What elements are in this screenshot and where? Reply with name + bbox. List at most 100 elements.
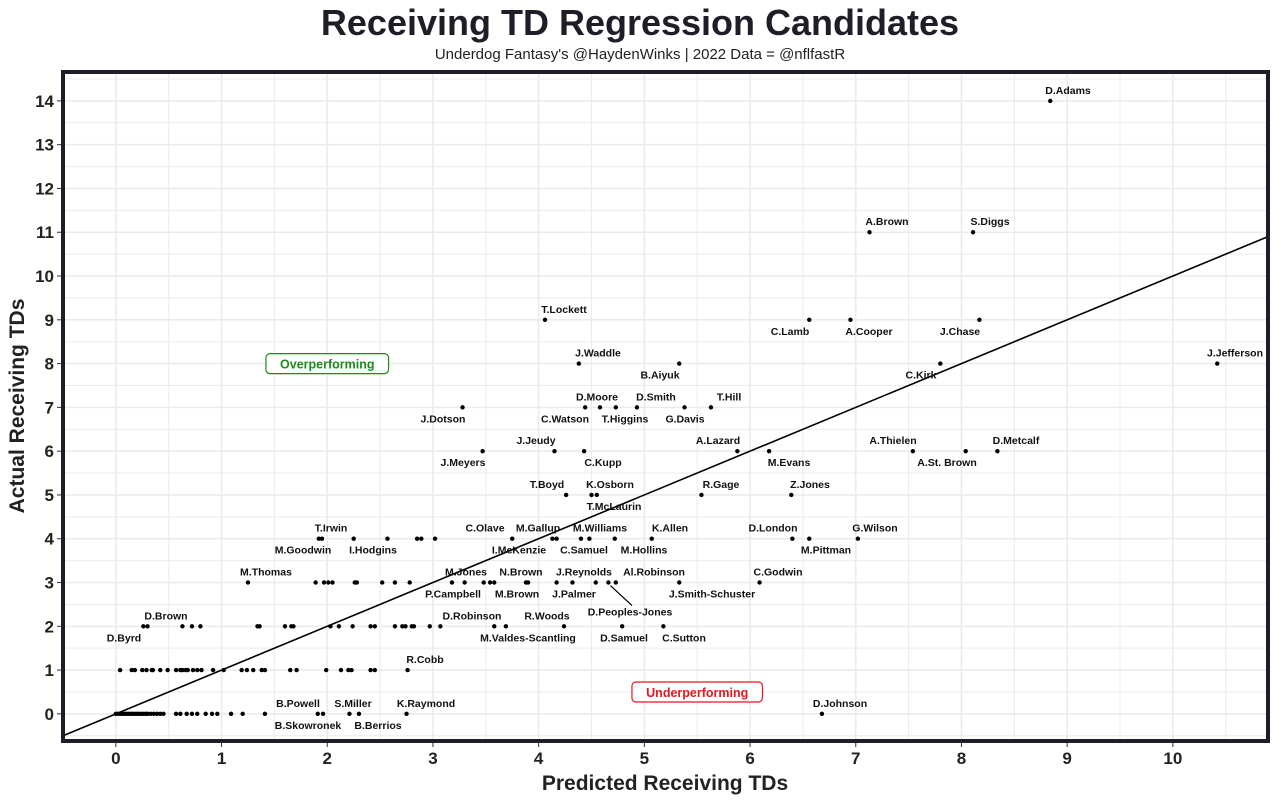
x-tick-label: 0: [111, 749, 120, 768]
data-point: [356, 711, 362, 717]
y-tick-label: 2: [45, 617, 54, 636]
data-point: [221, 667, 226, 673]
data-point: [613, 580, 619, 585]
data-point: [910, 448, 916, 454]
point-label: G.Davis: [665, 413, 704, 425]
data-point: [380, 580, 385, 585]
point-label: M.Valdes-Scantling: [480, 632, 576, 644]
point-label: T.Lockett: [541, 304, 587, 316]
point-label: T.McLaurin: [587, 501, 642, 513]
data-point: [593, 580, 598, 585]
data-point: [807, 317, 812, 323]
point-label: D.Robinson: [443, 610, 502, 622]
data-point: [392, 580, 398, 585]
data-point: [262, 667, 268, 673]
data-point: [372, 667, 378, 673]
point-label: D.Byrd: [107, 632, 141, 644]
data-point: [319, 536, 325, 541]
data-point: [570, 580, 575, 585]
data-point: [185, 667, 190, 673]
y-tick-label: 13: [35, 136, 54, 155]
data-point: [282, 624, 288, 629]
data-point: [244, 667, 250, 673]
data-point: [132, 667, 138, 673]
data-point: [323, 667, 329, 673]
data-point: [195, 711, 200, 717]
data-point: [173, 667, 179, 673]
data-point: [1048, 98, 1053, 104]
point-label: S.Diggs: [970, 216, 1009, 228]
point-label: J.Jeudy: [516, 435, 555, 447]
point-label: J.Smith-Schuster: [669, 589, 755, 601]
data-point: [165, 667, 170, 673]
point-label: J.Reynolds: [556, 567, 612, 579]
x-tick-label: 2: [323, 749, 332, 768]
x-tick-label: 3: [428, 749, 437, 768]
data-point: [510, 536, 515, 541]
data-point: [150, 667, 156, 673]
point-label: B.Aiyuk: [640, 370, 679, 382]
data-point: [487, 580, 493, 585]
point-label: D.Johnson: [813, 698, 867, 710]
data-point: [351, 536, 356, 541]
point-label: Al.Robinson: [623, 567, 685, 579]
annotation-box: [631, 681, 764, 703]
point-label: J.Jefferson: [1207, 348, 1263, 360]
data-point: [368, 624, 373, 629]
data-point: [228, 711, 234, 717]
data-point: [209, 711, 215, 717]
data-point: [708, 405, 714, 410]
data-point: [190, 667, 196, 673]
data-point: [699, 492, 704, 498]
y-tick-label: 8: [45, 355, 54, 374]
data-point: [210, 667, 216, 673]
data-point: [354, 580, 360, 585]
points-layer: [113, 98, 1220, 717]
point-label: M.Brown: [495, 589, 539, 601]
point-label: I.McKenzie: [492, 545, 546, 557]
point-label: M.Jones: [445, 567, 487, 579]
data-point: [606, 580, 611, 585]
point-label: R.Cobb: [406, 654, 443, 666]
point-label: D.Moore: [576, 391, 618, 403]
data-point: [189, 624, 195, 629]
data-point: [407, 580, 412, 585]
point-label: K.Osborn: [586, 479, 634, 491]
point-label: M.Williams: [573, 523, 627, 535]
data-point: [405, 667, 410, 673]
y-tick-label: 14: [35, 92, 54, 111]
x-tick-label: 9: [1062, 749, 1071, 768]
data-point: [215, 711, 220, 717]
data-point: [158, 711, 163, 717]
point-label: D.London: [749, 523, 798, 535]
point-label: I.Hodgins: [349, 545, 397, 557]
point-label: D.Smith: [636, 391, 676, 403]
data-point: [582, 405, 588, 410]
point-label: C.Kirk: [906, 370, 937, 382]
data-point: [766, 448, 772, 454]
reference-line: [63, 235, 1268, 737]
data-point: [995, 448, 1000, 454]
point-label: D.Samuel: [600, 632, 648, 644]
data-point: [338, 667, 344, 673]
data-point: [481, 580, 486, 585]
data-point: [180, 624, 185, 629]
point-label: A.Cooper: [845, 326, 892, 338]
y-tick-label: 9: [45, 311, 54, 330]
data-point: [411, 624, 417, 629]
data-point: [251, 667, 256, 673]
data-point: [145, 711, 150, 717]
annotation-label: Overperforming: [280, 358, 374, 372]
x-tick-label: 7: [851, 749, 860, 768]
data-point: [677, 580, 682, 585]
data-point: [682, 405, 687, 410]
point-label: B.Berrios: [354, 720, 401, 732]
data-point: [554, 580, 559, 585]
data-point: [400, 624, 405, 629]
data-point: [414, 536, 420, 541]
data-point: [173, 711, 179, 717]
data-point: [460, 405, 465, 410]
point-label: M.Pittman: [801, 545, 851, 557]
